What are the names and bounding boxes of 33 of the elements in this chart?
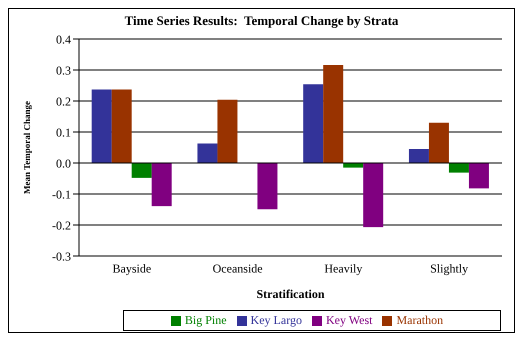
- x-tick-label: Oceanside: [212, 262, 263, 276]
- y-tick-label: -0.2: [52, 218, 71, 232]
- legend-label: Marathon: [396, 313, 444, 327]
- x-tick-label: Slightly: [430, 262, 468, 276]
- y-tick-label: 0.4: [56, 32, 71, 46]
- bar: [323, 65, 344, 163]
- bar: [428, 122, 449, 163]
- x-tick-label: Heavily: [324, 262, 362, 276]
- x-tick-label: Bayside: [112, 262, 152, 276]
- bar: [448, 163, 469, 173]
- bar: [152, 163, 172, 206]
- legend-label: Big Pine: [184, 313, 227, 327]
- bar: [132, 163, 152, 178]
- bar: [197, 143, 218, 163]
- legend-label: Key Largo: [250, 313, 302, 327]
- bar: [92, 90, 112, 163]
- y-axis-title: Mean Temporal Change: [22, 100, 32, 194]
- bar: [468, 163, 489, 188]
- bar: [408, 149, 429, 163]
- bar: [112, 90, 132, 163]
- bar: [303, 84, 324, 163]
- y-tick-label: 0.2: [56, 94, 71, 108]
- y-tick-label: -0.1: [52, 187, 71, 202]
- y-tick-label: 0.3: [56, 63, 71, 78]
- y-tick-label: 0.0: [56, 156, 71, 170]
- bar: [363, 163, 384, 228]
- y-tick-label: -0.3: [52, 249, 71, 264]
- bar: [217, 100, 238, 163]
- bar: [257, 163, 278, 210]
- y-tick-label: 0.1: [56, 125, 71, 140]
- x-axis-title: Stratification: [256, 287, 325, 301]
- chart-title: Time Series Results: Temporal Change by Strata: [124, 13, 400, 29]
- legend-label: Key West: [326, 313, 372, 327]
